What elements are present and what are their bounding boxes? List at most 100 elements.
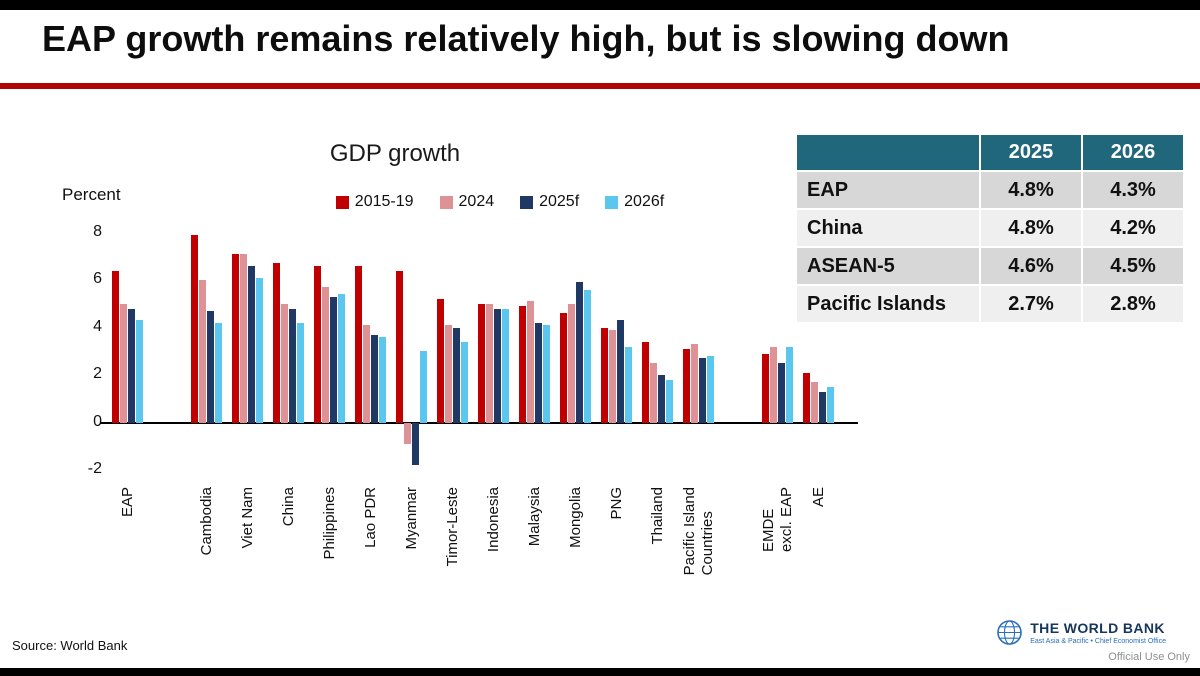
bar-2025f-philippines [330, 296, 337, 423]
bar-2026f-timor-leste [461, 341, 468, 423]
bar-2026f-eap [136, 320, 143, 423]
category-cell-timor-leste: Timor-Leste [437, 487, 468, 659]
chart-legend: 2015-19 2024 2025f 2026f [200, 193, 800, 211]
plot-area [100, 223, 864, 482]
bar-2025f-eap [128, 308, 135, 423]
bar-2026f-thailand [666, 379, 673, 423]
bar-2025f-viet-nam [248, 265, 255, 423]
bar-2026f-indonesia [502, 308, 509, 423]
bar-groups [112, 223, 844, 482]
bar-group-china [273, 223, 304, 482]
globe-icon [997, 620, 1023, 645]
legend-label: 2024 [458, 193, 495, 210]
logo-subtitle: East Asia & Pacific • Chief Economist Of… [1030, 638, 1166, 645]
category-label-myanmar: Myanmar [402, 487, 420, 550]
bar-2025f-indonesia [494, 308, 501, 423]
chart-title: GDP growth [329, 140, 461, 167]
bar-2025f-myanmar [412, 422, 419, 466]
legend-label: 2026f [624, 193, 665, 210]
table-row-china: China 4.8% 4.2% [797, 210, 1185, 248]
legend-label: 2015-19 [354, 193, 414, 210]
bar-2015-19-mongolia [560, 313, 567, 423]
bar-2015-19-emde-excl-eap [762, 353, 769, 423]
y-tick-4: 4 [93, 317, 102, 335]
bar-2026f-ae [827, 386, 834, 423]
bar-2024-ae [811, 382, 818, 423]
bar-2025f-malaysia [535, 322, 542, 423]
logo-title: THE WORLD BANK [1030, 620, 1165, 636]
bar-2024-myanmar [404, 422, 411, 444]
forecast-table: 2025 2026 EAP 4.8% 4.3% China 4.8% 4.2% ASEAN-5 4… [797, 135, 1185, 324]
legend-swatch-2024 [439, 195, 453, 209]
table-value: 4.6% [981, 248, 1083, 286]
y-tick-8: 8 [93, 222, 102, 240]
bar-group-thailand [642, 223, 673, 482]
bar-2015-19-myanmar [396, 270, 403, 423]
bar-2024-thailand [650, 363, 657, 423]
world-bank-logo: THE WORLD BANK East Asia & Pacific • Chi… [996, 619, 1166, 646]
bar-2015-19-philippines [314, 265, 321, 423]
bar-2024-cambodia [199, 280, 206, 423]
bar-group-ae [803, 223, 834, 482]
table-value: 4.3% [1083, 172, 1185, 210]
table-header-2025: 2025 [981, 135, 1083, 172]
y-axis-unit-label: Percent [62, 185, 121, 204]
table-header-blank [797, 135, 981, 172]
bar-2026f-viet-nam [256, 277, 263, 423]
category-cell-malaysia: Malaysia [519, 487, 550, 659]
bar-group-emde-excl-eap [762, 223, 793, 482]
source-note: Source: World Bank [12, 638, 128, 653]
bar-2025f-mongolia [576, 282, 583, 423]
bar-2026f-cambodia [215, 322, 222, 423]
category-label-viet-nam: Viet Nam [238, 487, 256, 549]
bar-2026f-malaysia [543, 325, 550, 423]
y-tick--2: -2 [87, 460, 102, 477]
bar-2025f-ae [819, 391, 826, 423]
bar-2015-19-timor-leste [437, 299, 444, 423]
logo-text: THE WORLD BANK East Asia & Pacific • Chi… [1030, 620, 1166, 645]
legend-label: 2025f [539, 193, 580, 210]
bar-2026f-lao-pdr [379, 337, 386, 423]
category-label-ae: AE [809, 487, 827, 508]
category-cell-philippines: Philippines [314, 487, 345, 659]
bar-2025f-cambodia [207, 310, 214, 423]
bar-2015-19-viet-nam [232, 253, 239, 423]
y-tick-2: 2 [93, 365, 102, 382]
table-value: 2.8% [1083, 286, 1185, 324]
table-value: 4.5% [1083, 248, 1185, 286]
category-cell-pacific-island-countries: Pacific Island Countries [681, 487, 716, 659]
bar-group-mongolia [560, 223, 591, 482]
category-label-png: PNG [607, 487, 625, 520]
bar-group-pacific-island-countries [683, 223, 714, 482]
table-value: 4.8% [981, 210, 1083, 248]
bar-2015-19-thailand [642, 341, 649, 423]
category-cell-emde-excl-eap: EMDE excl. EAP [760, 487, 795, 659]
bar-2015-19-cambodia [191, 234, 198, 423]
category-label-lao-pdr: Lao PDR [361, 487, 379, 548]
bar-group-malaysia [519, 223, 550, 482]
bar-group-myanmar [396, 223, 427, 482]
bar-group-png [601, 223, 632, 482]
category-cell-eap: EAP [112, 487, 143, 659]
title-accent-rule [0, 83, 1200, 89]
bar-2015-19-china [273, 263, 280, 423]
category-cell-lao-pdr: Lao PDR [355, 487, 386, 659]
bar-2026f-philippines [338, 294, 345, 423]
legend-swatch-2026f [605, 195, 619, 209]
bar-2015-19-indonesia [478, 303, 485, 423]
category-cell-myanmar: Myanmar [396, 487, 427, 659]
letterbox-bottom [0, 668, 1200, 676]
category-cell-viet-nam: Viet Nam [232, 487, 263, 659]
bar-2015-19-ae [803, 372, 810, 423]
bar-2024-china [281, 303, 288, 423]
table-row-label: Pacific Islands [797, 286, 981, 324]
bar-2024-png [609, 329, 616, 423]
bar-2025f-thailand [658, 375, 665, 423]
category-label-eap: EAP [118, 487, 136, 518]
bar-2024-pacific-island-countries [691, 344, 698, 423]
category-cell-ae: AE [803, 487, 834, 659]
category-label-philippines: Philippines [320, 487, 338, 560]
table-row-pacific-islands: Pacific Islands 2.7% 2.8% [797, 286, 1185, 324]
table-row-label: EAP [797, 172, 981, 210]
